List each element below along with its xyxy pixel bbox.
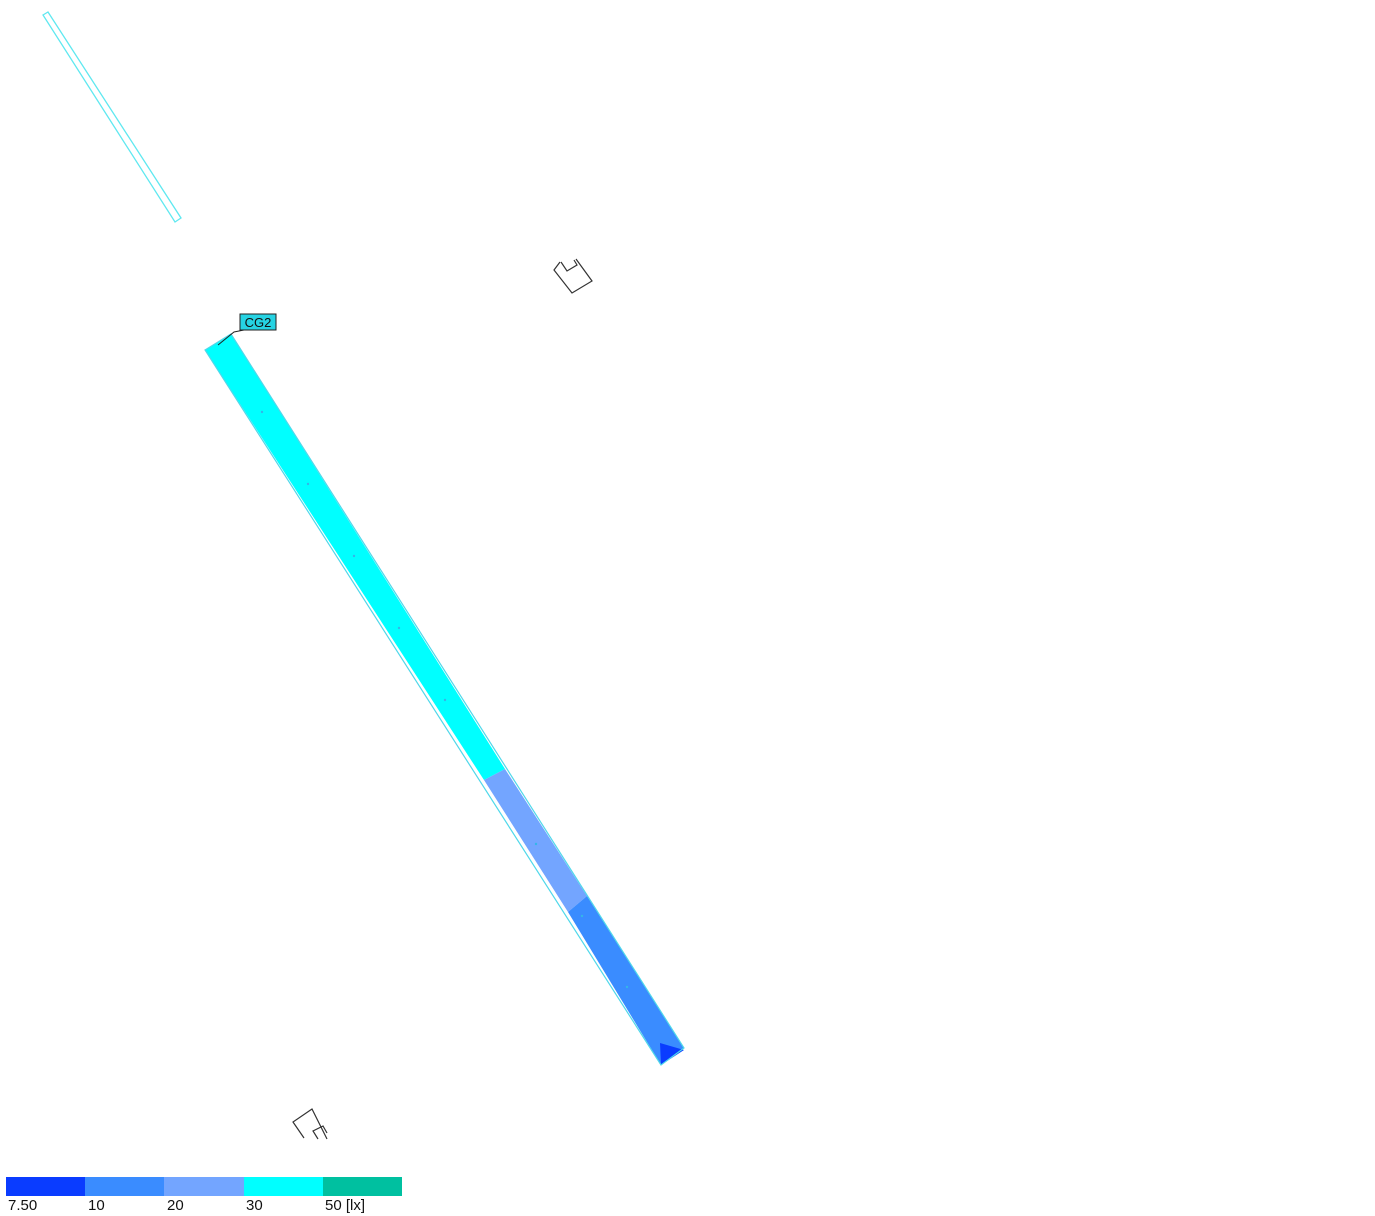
legend-swatch-5 <box>322 1177 403 1196</box>
label-box <box>239 313 277 331</box>
luminaire-symbol-upper <box>553 258 593 294</box>
legend-label-1: 7.50 <box>8 1197 38 1214</box>
outline-strip <box>42 11 182 223</box>
luminaire-symbol-lower <box>292 1108 328 1140</box>
legend-swatch-4 <box>243 1177 323 1196</box>
segment-medium-blue <box>568 896 684 1065</box>
grid-label: CG2 <box>217 313 277 346</box>
label-text: CG2 <box>245 315 272 330</box>
color-legend: 7.50 10 20 30 50 [lx] <box>6 1177 406 1214</box>
legend-swatch-3 <box>164 1177 244 1196</box>
legend-label-5: 50 [lx] <box>325 1197 366 1214</box>
legend-labels: 7.50 10 20 30 50 [lx] <box>6 1196 406 1214</box>
legend-label-3: 20 <box>167 1197 184 1214</box>
legend-label-4: 30 <box>246 1197 263 1214</box>
segment-cyan <box>205 334 505 780</box>
segment-deep-blue <box>660 1043 684 1065</box>
calculation-grid <box>204 333 685 1066</box>
label-leader <box>217 329 245 346</box>
legend-swatch-2 <box>85 1177 165 1196</box>
legend-swatch-1 <box>6 1177 86 1196</box>
grid-points <box>260 410 629 989</box>
legend-color-bar <box>6 1177 403 1196</box>
segment-light-blue <box>484 769 587 912</box>
legend-label-2: 10 <box>88 1197 105 1214</box>
grid-outline <box>204 333 685 1066</box>
